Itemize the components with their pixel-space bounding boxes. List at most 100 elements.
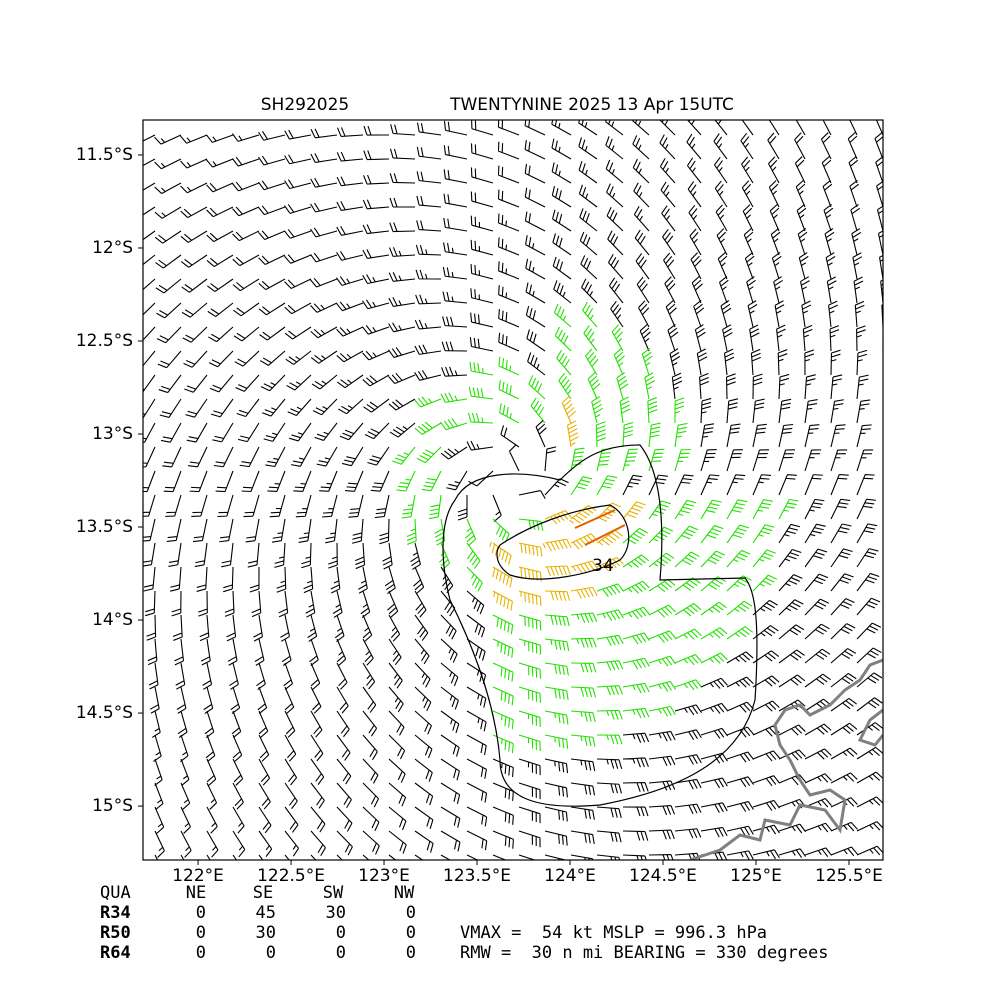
wind-barb xyxy=(518,542,543,557)
wind-barb xyxy=(882,517,883,519)
wind-barb xyxy=(284,710,296,738)
wind-barb xyxy=(284,830,300,857)
wind-barb xyxy=(182,326,208,343)
wind-barb xyxy=(528,375,546,400)
wind-barb xyxy=(674,422,688,448)
wind-barb xyxy=(229,662,239,690)
wind-barb xyxy=(882,614,883,615)
wind-barb xyxy=(875,155,883,184)
wind-barb xyxy=(830,797,858,808)
contour-64 xyxy=(574,509,626,546)
wind-barb xyxy=(622,854,647,860)
wind-barb xyxy=(821,156,832,184)
wind-barb xyxy=(310,350,338,364)
wind-barb xyxy=(143,470,156,493)
wind-barb xyxy=(648,680,676,692)
wind-barb xyxy=(648,422,661,448)
wind-barb xyxy=(230,686,241,714)
wind-barb xyxy=(206,782,218,810)
wind-barb xyxy=(414,344,442,355)
wind-barb xyxy=(310,227,338,238)
wind-barb xyxy=(206,182,234,193)
wind-barb xyxy=(579,231,598,256)
wind-barb xyxy=(254,638,265,666)
wind-barb xyxy=(648,755,676,767)
wind-barb xyxy=(641,348,653,376)
wind-barb xyxy=(606,183,624,208)
wind-barb xyxy=(778,749,806,761)
wind-barb xyxy=(362,249,390,259)
wind-barb xyxy=(389,148,416,160)
wind-barb xyxy=(166,518,182,542)
wind-barb xyxy=(180,806,191,834)
y-tick-label: 11.5°S xyxy=(76,145,133,165)
wind-barb xyxy=(778,423,794,448)
wind-barb xyxy=(804,573,829,592)
wind-barb xyxy=(307,614,318,642)
wind-barb xyxy=(204,710,215,739)
wind-barb xyxy=(778,574,803,592)
wind-barb xyxy=(206,758,217,786)
wind-barb xyxy=(714,180,728,208)
wind-barb xyxy=(700,802,728,813)
wind-barb xyxy=(747,300,758,328)
wind-barb xyxy=(856,796,883,808)
wind-barb xyxy=(882,854,883,855)
wind-barb xyxy=(544,854,567,860)
wind-barb xyxy=(232,854,238,860)
wind-barb xyxy=(198,590,208,617)
wind-barb xyxy=(336,830,353,856)
wind-barb xyxy=(498,261,520,280)
wind-barb xyxy=(259,326,286,341)
wind-barb xyxy=(802,324,813,352)
wind-barb xyxy=(414,614,429,641)
wind-barb xyxy=(741,156,754,184)
summary-line: RMW = 30 n mi BEARING = 330 degrees xyxy=(460,943,828,963)
wind-barb xyxy=(492,734,514,754)
wind-barb xyxy=(213,446,234,468)
wind-barb xyxy=(293,470,312,492)
wind-barb xyxy=(518,518,544,531)
wind-barb xyxy=(726,575,752,592)
contour-50 xyxy=(496,504,630,580)
wind-barb xyxy=(804,399,818,424)
wind-barb xyxy=(143,350,156,367)
wind-barb xyxy=(388,854,397,860)
wind-barb xyxy=(752,398,765,424)
wind-barb xyxy=(570,560,598,574)
wind-barb xyxy=(363,150,390,161)
wind-barb xyxy=(155,254,182,269)
wind-barb xyxy=(648,705,676,717)
wind-barb xyxy=(143,182,156,191)
wind-barb xyxy=(310,153,338,163)
wind-barb xyxy=(440,638,458,663)
wind-barb xyxy=(518,566,542,582)
wind-barb xyxy=(206,254,234,268)
wind-barb xyxy=(362,614,373,642)
wind-barb xyxy=(856,523,878,544)
wind-barb xyxy=(155,278,182,294)
wind-barb xyxy=(162,446,182,468)
wind-barb xyxy=(581,278,598,304)
wind-barb xyxy=(700,474,720,496)
wind-barb xyxy=(154,830,165,858)
wind-barb xyxy=(233,326,260,342)
wind-barb xyxy=(856,572,880,592)
wind-barb xyxy=(180,158,208,169)
wind-barb xyxy=(200,638,211,666)
wind-barb xyxy=(852,252,863,280)
table-cell: 45 xyxy=(256,903,276,923)
wind-barb xyxy=(674,603,702,617)
wind-barb xyxy=(440,782,461,805)
wind-barb xyxy=(544,830,568,846)
wind-barb xyxy=(269,494,286,518)
wind-barb xyxy=(778,649,805,664)
wind-barb xyxy=(237,422,260,443)
wind-barb xyxy=(325,518,338,544)
wind-barb xyxy=(856,498,877,520)
wind-barb xyxy=(647,397,658,424)
wind-barb xyxy=(700,677,728,689)
wind-barb xyxy=(498,332,520,352)
wind-barb xyxy=(354,542,366,570)
